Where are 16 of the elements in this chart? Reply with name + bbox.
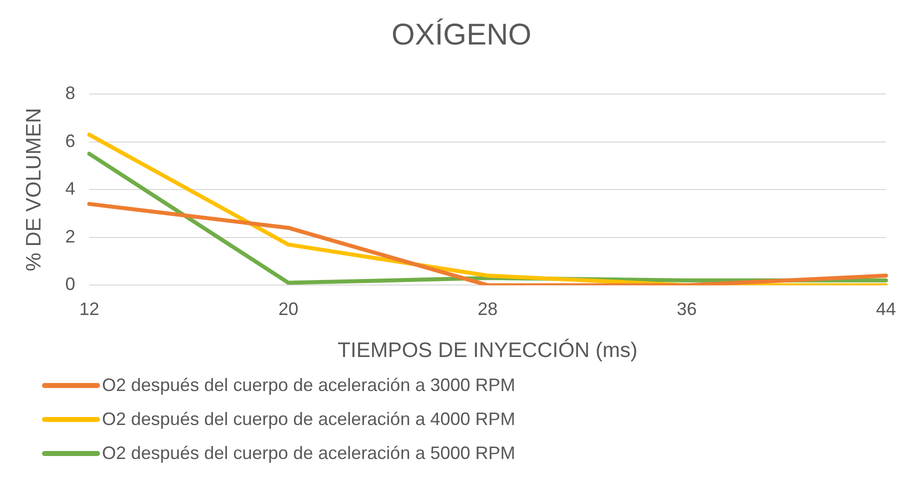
chart-title: OXÍGENO (391, 17, 532, 52)
x-tick-label: 20 (278, 298, 298, 319)
y-axis-title: % DE VOLUMEN (22, 108, 46, 272)
x-axis-title: TIEMPOS DE INYECCIÓN (ms) (338, 338, 638, 362)
legend-label: O2 después del cuerpo de aceleración a 4000 RPM (102, 408, 516, 430)
y-tick-label: 2 (65, 226, 76, 246)
x-tick-label: 12 (79, 298, 100, 319)
y-tick-label: 4 (65, 178, 76, 199)
x-tick-label: 28 (478, 298, 498, 319)
y-tick-label: 0 (65, 274, 76, 294)
legend-label: O2 después del cuerpo de aceleración a 5000 RPM (102, 442, 516, 464)
x-tick-label: 36 (676, 298, 697, 319)
y-tick-label: 6 (65, 130, 76, 151)
legend-label: O2 después del cuerpo de aceleración a 3000 RPM (102, 374, 516, 396)
y-tick-label: 8 (65, 82, 76, 103)
x-tick-label: 44 (876, 298, 896, 319)
